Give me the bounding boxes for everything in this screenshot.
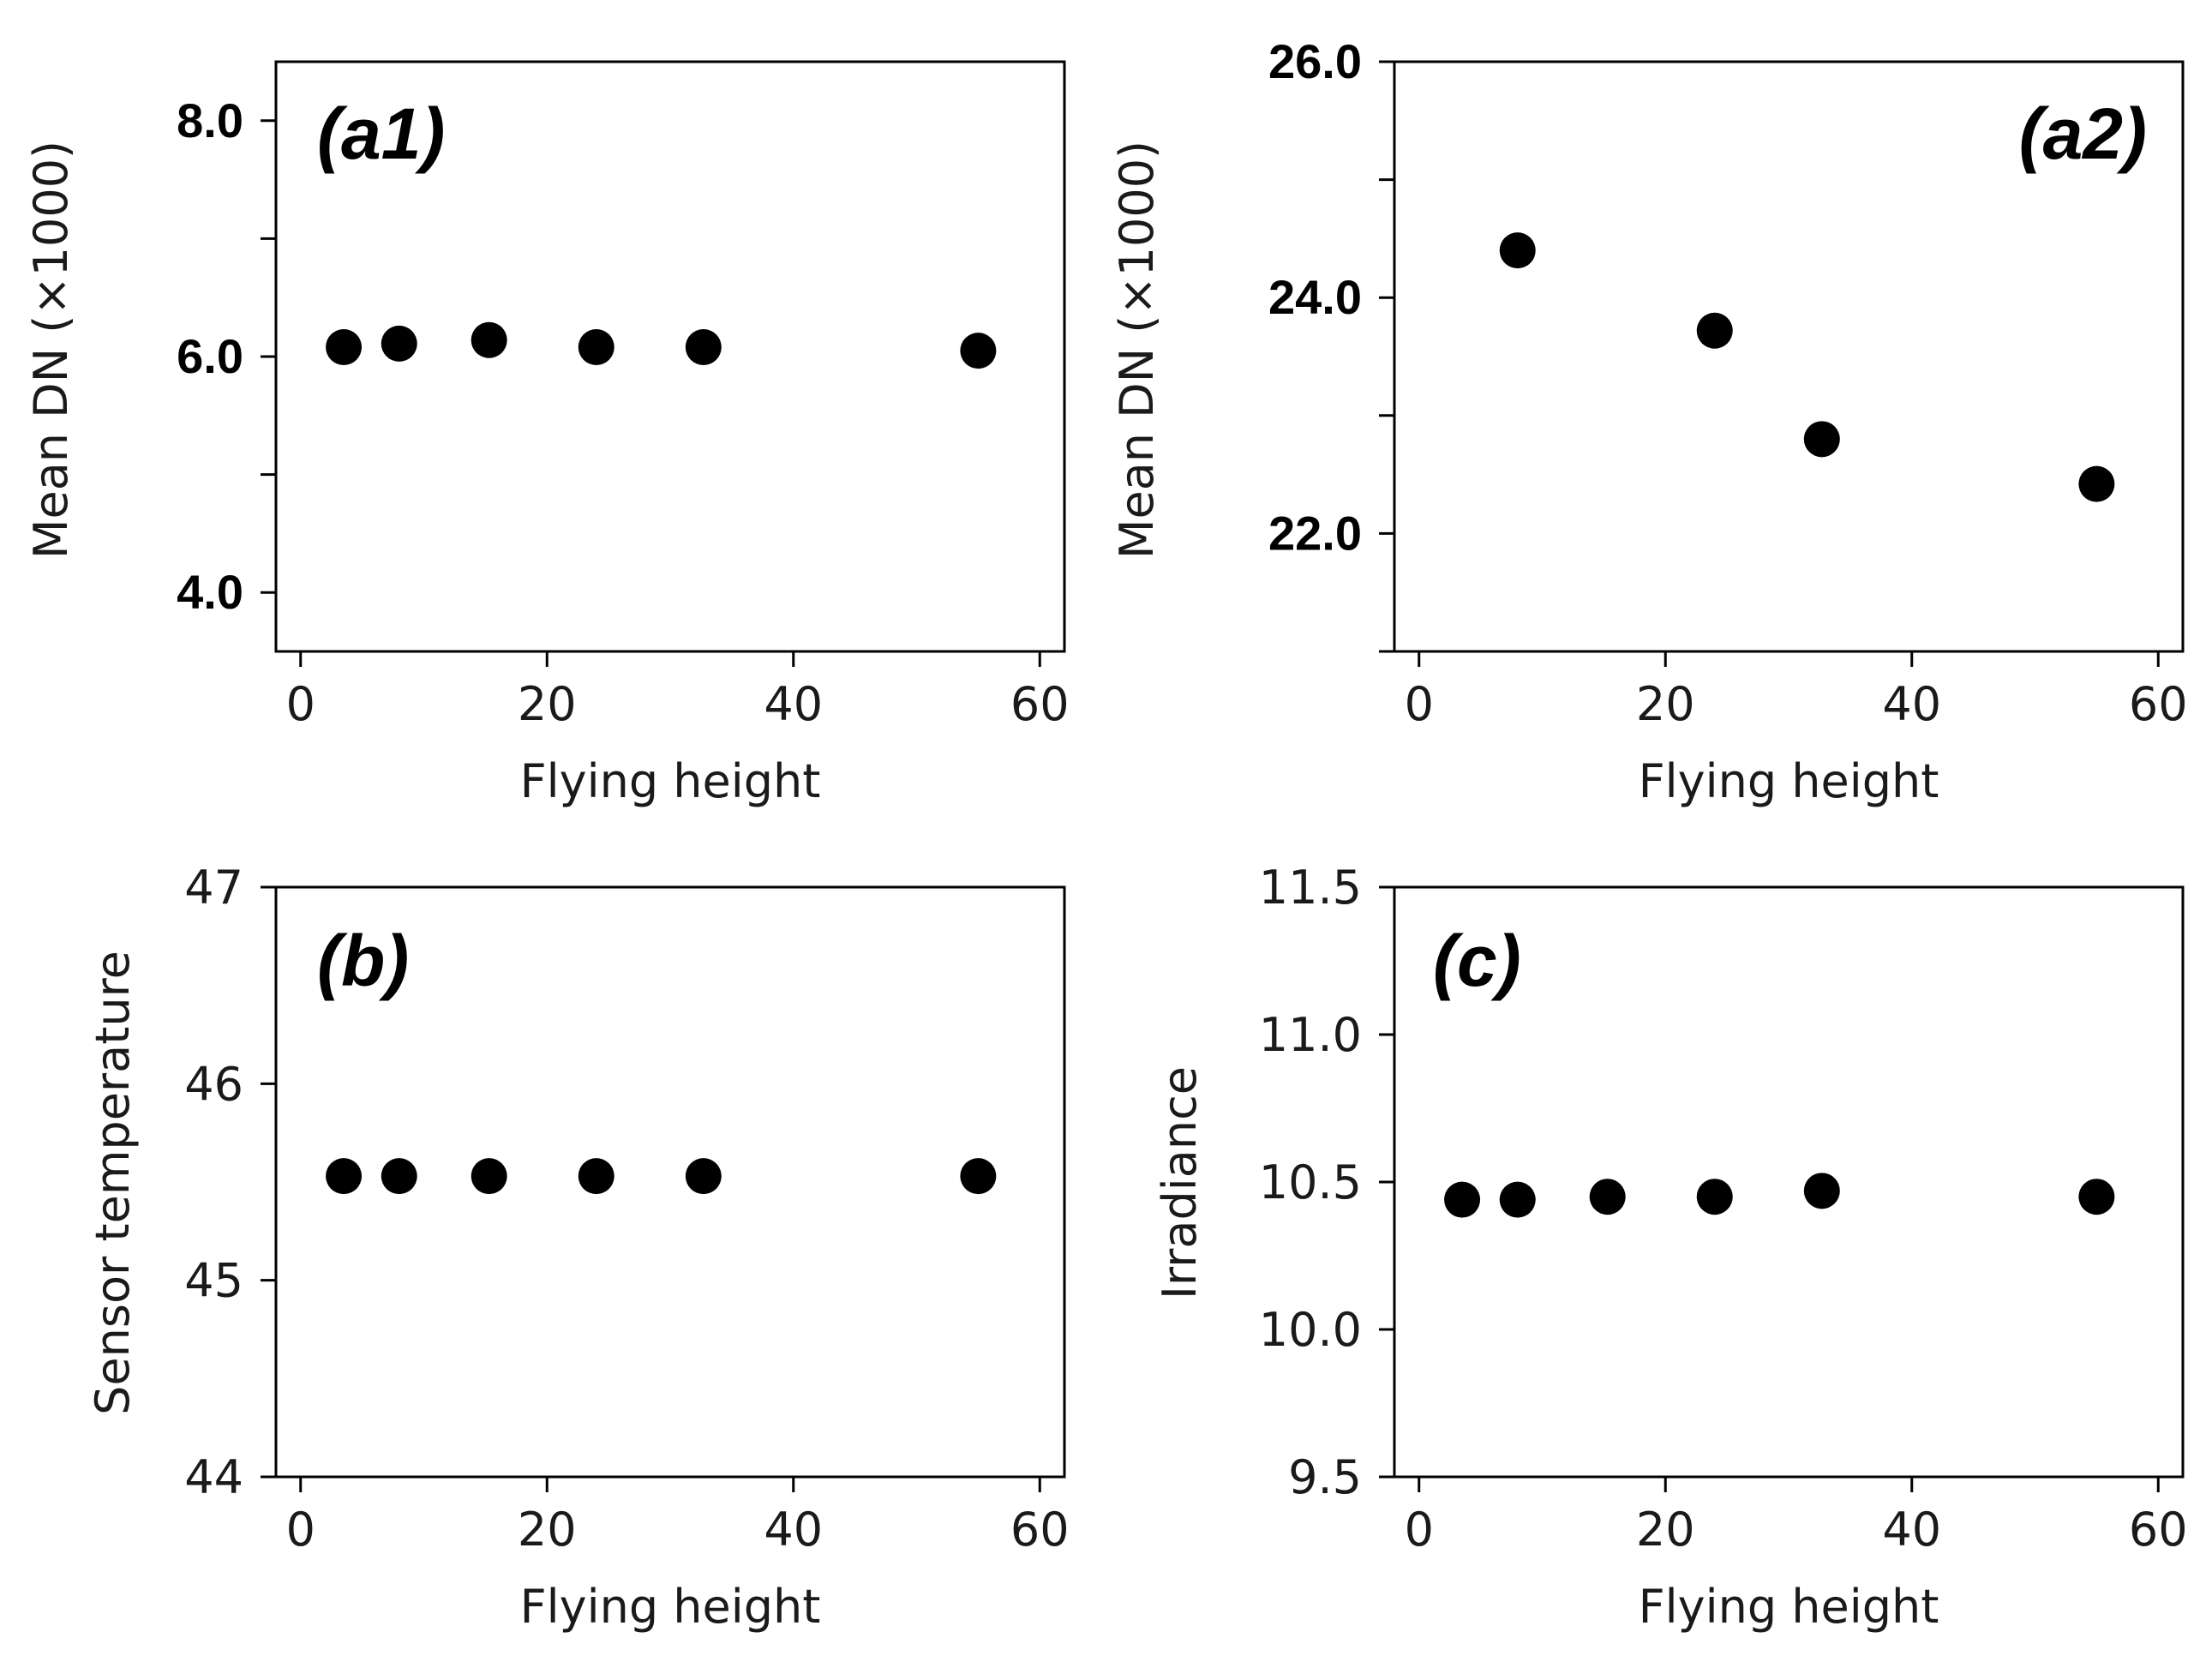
x-tick-label: 40 (1882, 1503, 1941, 1557)
x-tick-label: 0 (286, 677, 315, 731)
x-tick-label: 20 (1636, 677, 1695, 731)
x-tick-label: 40 (1882, 677, 1941, 731)
data-point (326, 1158, 362, 1194)
x-tick-label: 0 (1405, 677, 1434, 731)
y-tick-label: 26.0 (1268, 34, 1362, 88)
data-point (1804, 421, 1840, 457)
panel-a1: 0 20 40 60 4.0 6.0 8.0 Flying height Mean DN (×1… (24, 62, 1070, 808)
data-point (381, 326, 417, 362)
x-tick-label: 20 (1636, 1503, 1695, 1557)
data-point (1697, 313, 1733, 349)
y-axis-label: Mean DN (×1000) (1110, 141, 1164, 559)
x-axis-label: Flying height (1639, 754, 1939, 808)
y-tick-label: 47 (184, 861, 243, 915)
data-point (2078, 466, 2114, 502)
y-axis-label: Sensor temperature (86, 951, 140, 1415)
y-tick-label: 8.0 (177, 93, 243, 147)
x-axis-label: Flying height (520, 1580, 821, 1634)
y-tick-label: 24.0 (1268, 270, 1362, 324)
data-point (1590, 1179, 1626, 1215)
data-point (686, 1158, 722, 1194)
data-point (686, 329, 722, 365)
y-tick-label: 9.5 (1288, 1450, 1362, 1504)
y-tick-label: 45 (184, 1254, 243, 1308)
figure: 0 20 40 60 4.0 6.0 8.0 Flying height Mean DN (×1… (0, 0, 2212, 1656)
x-axis-label: Flying height (1639, 1580, 1939, 1634)
x-tick-label: 60 (2129, 677, 2188, 731)
data-point (471, 322, 507, 358)
x-axis-label: Flying height (520, 754, 821, 808)
panel-label: (c) (1433, 921, 1521, 1001)
data-point (381, 1158, 417, 1194)
x-tick-label: 20 (518, 677, 577, 731)
y-tick-label: 11.0 (1259, 1008, 1362, 1062)
x-tick-label: 20 (518, 1503, 577, 1557)
panel-a2: 0 20 40 60 22.0 24.0 26.0 Flying height Mean DN … (1110, 34, 2188, 808)
panel-b: 0 20 40 60 44 45 46 47 Flying height Sensor tempe… (86, 861, 1070, 1634)
y-tick-label: 11.5 (1259, 861, 1362, 915)
y-tick-label: 6.0 (177, 329, 243, 383)
x-tick-label: 40 (764, 677, 823, 731)
panel-label: (b) (317, 921, 409, 1001)
y-axis-label: Mean DN (×1000) (24, 141, 78, 559)
data-point (1500, 1182, 1536, 1218)
data-point (1804, 1173, 1840, 1209)
x-tick-label: 0 (1405, 1503, 1434, 1557)
x-tick-label: 60 (1010, 1503, 1070, 1557)
data-point (960, 333, 996, 369)
y-tick-label: 10.5 (1259, 1155, 1362, 1209)
y-tick-label: 4.0 (177, 565, 243, 619)
y-axis-label: Irradiance (1153, 1066, 1207, 1299)
panel-label: (a1) (317, 93, 445, 174)
panel-label: (a2) (2019, 93, 2147, 174)
y-tick-label: 44 (184, 1450, 243, 1504)
y-tick-label: 10.0 (1259, 1303, 1362, 1357)
x-tick-label: 60 (1010, 677, 1070, 731)
data-point (578, 329, 614, 365)
data-point (471, 1158, 507, 1194)
y-tick-label: 46 (184, 1057, 243, 1111)
data-point (1500, 232, 1536, 268)
x-tick-label: 40 (764, 1503, 823, 1557)
panel-c: 0 20 40 60 9.5 10.0 10.5 11.0 11.5 Flying height I… (1153, 861, 2188, 1634)
y-tick-label: 22.0 (1268, 506, 1362, 560)
x-tick-label: 60 (2129, 1503, 2188, 1557)
data-point (326, 329, 362, 365)
data-point (960, 1158, 996, 1194)
data-point (578, 1158, 614, 1194)
data-point (1444, 1182, 1480, 1218)
data-point (2078, 1179, 2114, 1215)
data-point (1697, 1179, 1733, 1215)
x-tick-label: 0 (286, 1503, 315, 1557)
